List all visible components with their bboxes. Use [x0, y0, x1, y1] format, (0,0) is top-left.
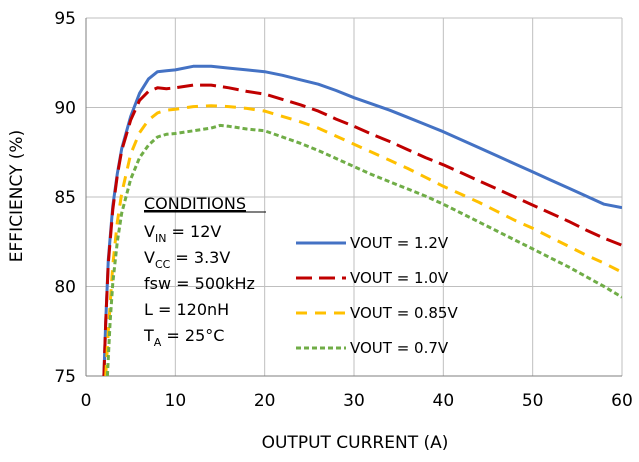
- conditions-line: TA = 25°C: [143, 326, 224, 349]
- series-lines: [102, 64, 622, 376]
- legend-label: VOUT = 1.0V: [350, 269, 449, 287]
- y-tick-label: 95: [54, 9, 76, 29]
- grid-lines: [85, 17, 623, 377]
- legend: VOUT = 1.2V VOUT = 1.0V VOUT = 0.85V VOUT =…: [296, 234, 458, 357]
- series-line-2: [102, 83, 622, 376]
- legend-label: VOUT = 1.2V: [350, 234, 449, 252]
- conditions-line: VIN = 12V: [144, 222, 221, 245]
- series-line-3: [104, 104, 622, 376]
- conditions-box: CONDITIONS VIN = 12V VCC = 3.3V fsw = 500kH…: [143, 194, 266, 349]
- x-tick-label: 40: [433, 391, 455, 411]
- x-tick-label: 30: [343, 391, 365, 411]
- y-tick-label: 90: [54, 99, 76, 119]
- x-axis-title: OUTPUT CURRENT (A): [262, 433, 449, 453]
- x-tick-label: 10: [165, 391, 187, 411]
- x-tick-label: 20: [254, 391, 276, 411]
- axes: [85, 18, 622, 377]
- legend-label: VOUT = 0.85V: [350, 304, 458, 322]
- y-axis-title: EFFICIENCY (%): [7, 130, 27, 262]
- x-tick-label: 0: [81, 391, 92, 411]
- conditions-line: fsw = 500kHz: [144, 274, 255, 293]
- x-tick-label: 60: [611, 391, 633, 411]
- conditions-line: L = 120nH: [144, 300, 229, 319]
- conditions-line: VCC = 3.3V: [144, 248, 230, 271]
- y-tick-label: 75: [54, 367, 76, 387]
- legend-label: VOUT = 0.7V: [350, 339, 449, 357]
- series-line-4: [105, 123, 622, 376]
- x-tick-label: 50: [522, 391, 544, 411]
- conditions-heading: CONDITIONS: [144, 194, 246, 213]
- y-tick-label: 80: [54, 278, 76, 298]
- y-tick-label: 85: [54, 188, 76, 208]
- tick-labels: 0 10 20 30 40 50 60 75 80 85 90 95: [54, 9, 632, 411]
